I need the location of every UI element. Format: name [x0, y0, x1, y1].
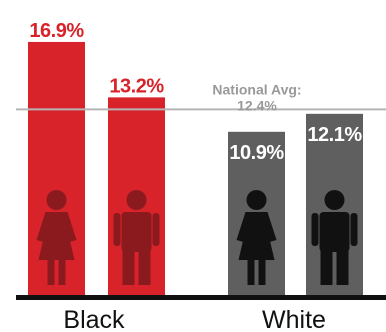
- category-labels: Black White: [63, 306, 326, 332]
- bar-group: 13.2%: [108, 75, 165, 296]
- male-figure-icon: [113, 190, 160, 285]
- category-label: Black: [63, 306, 125, 332]
- female-figure-icon: [236, 190, 277, 285]
- national-average-reference: National Avg: 12.4%: [16, 81, 386, 113]
- bar-value-label: 10.9%: [229, 142, 284, 164]
- bar-value-label: 12.1%: [307, 124, 362, 146]
- bar-value-label: 16.9%: [29, 20, 84, 42]
- bar-group: 16.9%: [28, 20, 85, 295]
- bars-layer: 16.9% 13.2% 10.9% 12.1%: [28, 20, 363, 296]
- bar-group: 12.1%: [306, 113, 363, 295]
- category-label: White: [262, 306, 326, 332]
- male-figure-icon: [311, 190, 358, 285]
- bar-value-label: 13.2%: [109, 75, 164, 97]
- bar-group: 10.9%: [228, 131, 285, 295]
- national-average-label: National Avg:: [212, 81, 301, 97]
- female-figure-icon: [36, 190, 77, 285]
- national-average-value: 12.4%: [237, 97, 277, 113]
